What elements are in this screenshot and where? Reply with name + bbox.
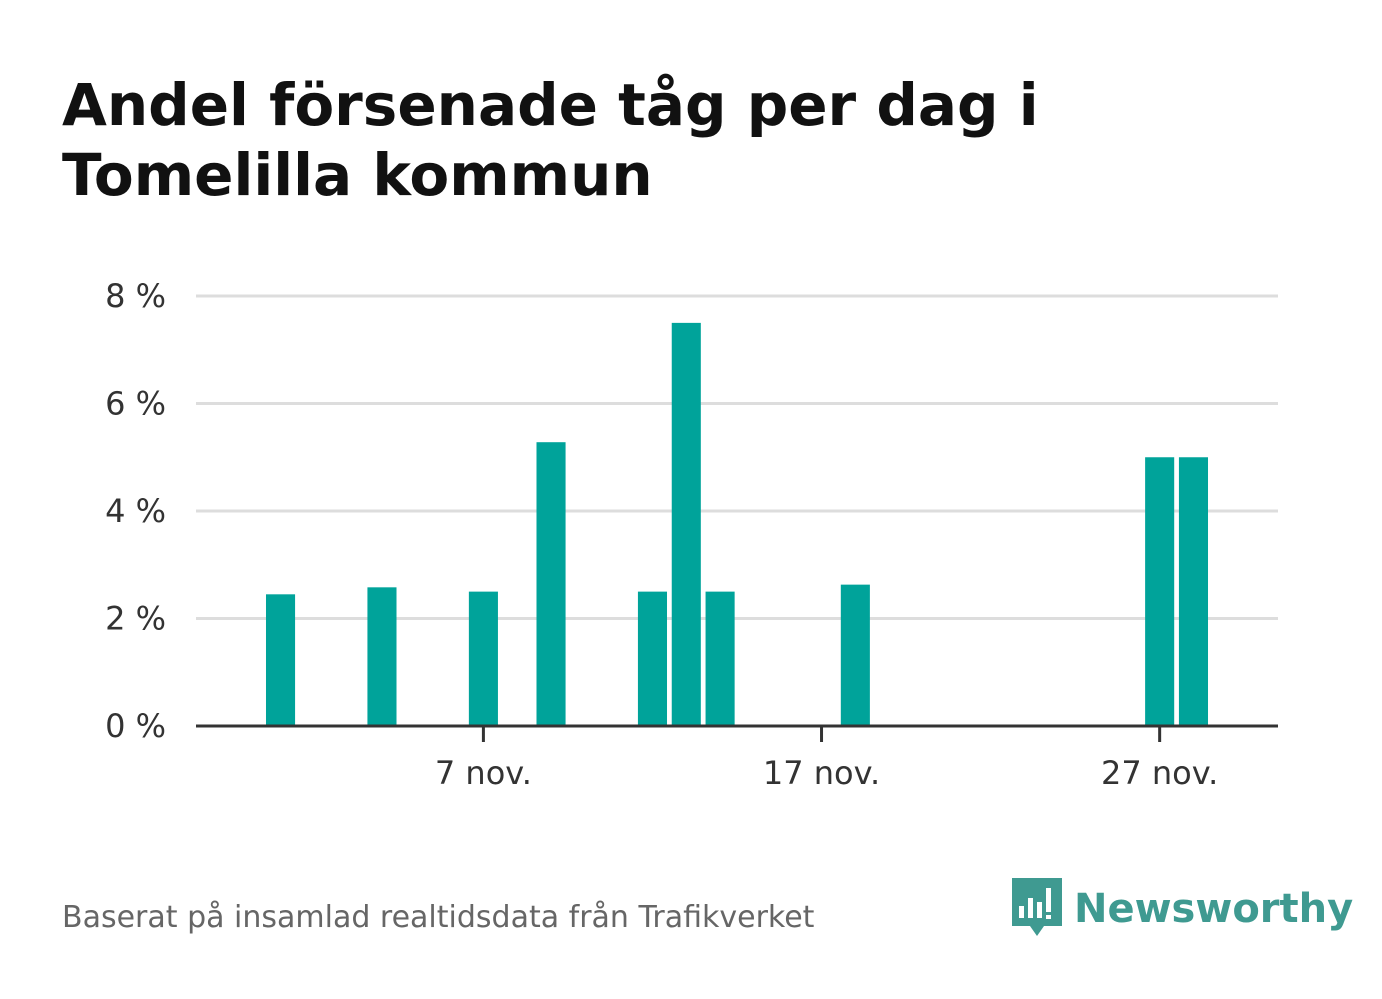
x-tick-label: 17 nov. bbox=[763, 754, 880, 792]
bar bbox=[468, 591, 498, 726]
bar bbox=[705, 591, 735, 726]
bar bbox=[671, 322, 701, 726]
x-axis bbox=[196, 724, 1278, 742]
brand-name: Newsworthy bbox=[1074, 886, 1354, 932]
bar bbox=[1178, 457, 1209, 726]
bar bbox=[1145, 457, 1175, 726]
y-tick-labels: 0 % 2 % 4 % 6 % 8 % bbox=[105, 277, 166, 745]
y-tick-label: 4 % bbox=[105, 492, 166, 530]
y-tick-label: 2 % bbox=[105, 600, 166, 638]
y-tick-label: 6 % bbox=[105, 385, 166, 423]
bar bbox=[536, 442, 566, 726]
x-tick-label: 27 nov. bbox=[1101, 754, 1218, 792]
y-tick-label: 0 % bbox=[105, 707, 166, 745]
x-tick-labels: 7 nov. 17 nov. 27 nov. bbox=[435, 754, 1218, 792]
bar-chart-speech-bubble-icon bbox=[1012, 878, 1062, 936]
bar bbox=[840, 584, 870, 726]
chart-title: Andel försenade tåg per dag i Tomelilla … bbox=[62, 71, 1039, 209]
bars bbox=[265, 322, 1209, 726]
y-tick-label: 8 % bbox=[105, 277, 166, 315]
grid-lines bbox=[196, 294, 1278, 620]
bar bbox=[637, 591, 668, 726]
brand-logo: Newsworthy bbox=[1012, 876, 1353, 942]
x-tick-label: 7 nov. bbox=[435, 754, 532, 792]
bar bbox=[367, 587, 397, 726]
bar bbox=[265, 594, 296, 726]
source-note: Baserat på insamlad realtidsdata från Tr… bbox=[62, 900, 815, 935]
